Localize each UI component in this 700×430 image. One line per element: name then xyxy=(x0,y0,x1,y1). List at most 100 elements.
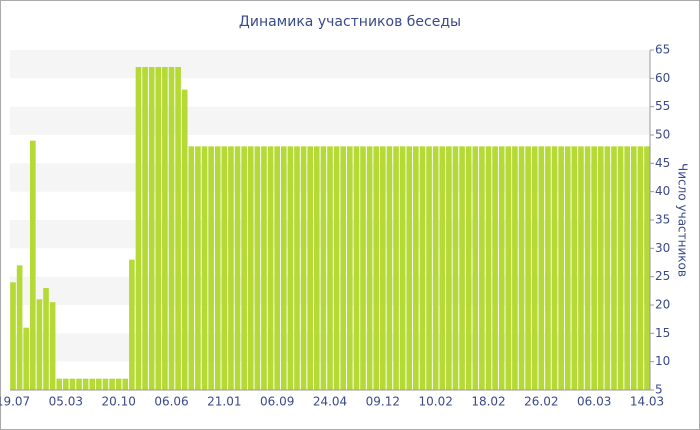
bar xyxy=(360,146,366,390)
bar xyxy=(419,146,426,390)
bar xyxy=(63,378,69,390)
bar xyxy=(148,67,155,390)
bar xyxy=(109,378,115,390)
bar xyxy=(578,146,584,390)
bar xyxy=(426,146,432,390)
bar xyxy=(525,146,531,390)
y-tick-label: 30 xyxy=(655,241,670,255)
bar xyxy=(551,146,558,390)
bar xyxy=(267,146,274,390)
grid-band xyxy=(10,106,650,135)
bar xyxy=(327,146,333,390)
bar xyxy=(591,146,597,390)
bar xyxy=(644,146,650,390)
bar xyxy=(538,146,545,390)
bar xyxy=(446,146,452,390)
bar xyxy=(181,89,188,391)
bar xyxy=(399,146,406,390)
bar xyxy=(287,146,294,390)
bar xyxy=(195,146,201,390)
x-tick-label: 06.09 xyxy=(260,395,294,409)
bar xyxy=(366,146,373,390)
bar xyxy=(23,327,30,390)
bar xyxy=(413,146,419,390)
bar xyxy=(82,378,89,390)
y-tick-label: 5 xyxy=(655,383,663,397)
bar xyxy=(512,146,518,390)
bar xyxy=(485,146,492,390)
bar xyxy=(294,146,300,390)
bar xyxy=(168,67,175,390)
bar xyxy=(221,146,228,390)
bar xyxy=(155,67,162,390)
bar xyxy=(307,146,313,390)
bar xyxy=(380,146,386,390)
y-tick-label: 15 xyxy=(655,326,670,340)
bar xyxy=(69,378,76,390)
bar xyxy=(43,288,49,390)
bar xyxy=(188,146,195,390)
chart-title: Динамика участников беседы xyxy=(239,14,461,30)
x-tick-label: 24.04 xyxy=(313,395,347,409)
bar xyxy=(234,146,241,390)
bar xyxy=(340,146,347,390)
y-tick-label: 10 xyxy=(655,354,670,368)
bar xyxy=(135,67,142,390)
bar xyxy=(254,146,261,390)
bar xyxy=(584,146,591,390)
bar xyxy=(76,378,82,390)
y-axis-title: Число участников xyxy=(676,163,690,277)
bar xyxy=(36,299,43,390)
bar xyxy=(49,302,56,390)
y-tick-label: 40 xyxy=(655,184,670,198)
bar xyxy=(604,146,611,390)
x-tick-label: 06.06 xyxy=(154,395,188,409)
x-tick-label: 18.02 xyxy=(471,395,505,409)
bar xyxy=(102,378,109,390)
bar xyxy=(624,146,630,390)
bar xyxy=(333,146,340,390)
y-tick-label: 65 xyxy=(655,43,670,57)
bar xyxy=(16,265,23,390)
y-tick-label: 20 xyxy=(655,298,670,312)
bar xyxy=(274,146,280,390)
y-tick-label: 55 xyxy=(655,99,670,113)
x-tick-label: 05.03 xyxy=(49,395,83,409)
bar xyxy=(597,146,604,390)
y-tick-label: 35 xyxy=(655,213,670,227)
bar xyxy=(280,146,287,390)
bar xyxy=(637,146,644,390)
x-tick-label: 09.12 xyxy=(366,395,400,409)
bar xyxy=(432,146,439,390)
bar xyxy=(518,146,525,390)
grid-band xyxy=(10,50,650,79)
bar xyxy=(56,378,63,390)
bar xyxy=(617,146,624,390)
bar xyxy=(228,146,234,390)
bar xyxy=(479,146,485,390)
bar xyxy=(571,146,578,390)
bar xyxy=(558,146,564,390)
bar xyxy=(30,140,36,390)
bar xyxy=(492,146,498,390)
bar xyxy=(201,146,208,390)
bar xyxy=(393,146,399,390)
x-tick-label: 21.01 xyxy=(207,395,241,409)
bar xyxy=(115,378,122,390)
bar xyxy=(498,146,505,390)
x-tick-label: 14.03 xyxy=(630,395,664,409)
bar xyxy=(89,378,96,390)
bar xyxy=(300,146,307,390)
y-tick-label: 45 xyxy=(655,156,670,170)
bar xyxy=(459,146,465,390)
bar xyxy=(129,259,135,390)
bar xyxy=(505,146,512,390)
bar xyxy=(175,67,181,390)
bar xyxy=(320,146,327,390)
x-tick-label: 06.03 xyxy=(577,395,611,409)
bar xyxy=(347,146,353,390)
bar xyxy=(465,146,472,390)
bar xyxy=(142,67,148,390)
bar xyxy=(214,146,221,390)
bar xyxy=(208,146,214,390)
